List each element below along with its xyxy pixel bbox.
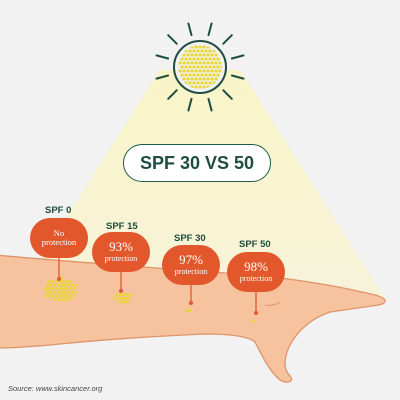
badge-percent-spf-30: 97% xyxy=(179,252,203,268)
spf-label-15: SPF 15 xyxy=(106,221,138,232)
spf-label-30: SPF 30 xyxy=(174,233,206,244)
badge-text-spf-50: protection xyxy=(239,273,273,283)
sun-icon xyxy=(155,22,245,112)
badge-spf-30: 97% protection xyxy=(162,245,220,285)
comparison-title: SPF 30 VS 50 xyxy=(123,144,271,182)
source-credit: Source: www.skincancer.org xyxy=(8,384,103,393)
badge-spf-15: 93% protection xyxy=(92,232,150,272)
badge-text-spf-30: protection xyxy=(174,266,208,276)
badge-spf-50: 98% protection xyxy=(227,252,285,292)
badge-text-spf-0: No protection xyxy=(41,227,77,247)
spf-label-50: SPF 50 xyxy=(239,239,271,250)
spf-label-0: SPF 0 xyxy=(45,205,72,216)
badge-percent-spf-15: 93% xyxy=(109,239,133,255)
badge-text-spf-15: protection xyxy=(104,253,138,263)
badge-percent-spf-50: 98% xyxy=(244,259,268,275)
badge-spf-0: No protection xyxy=(30,218,88,258)
